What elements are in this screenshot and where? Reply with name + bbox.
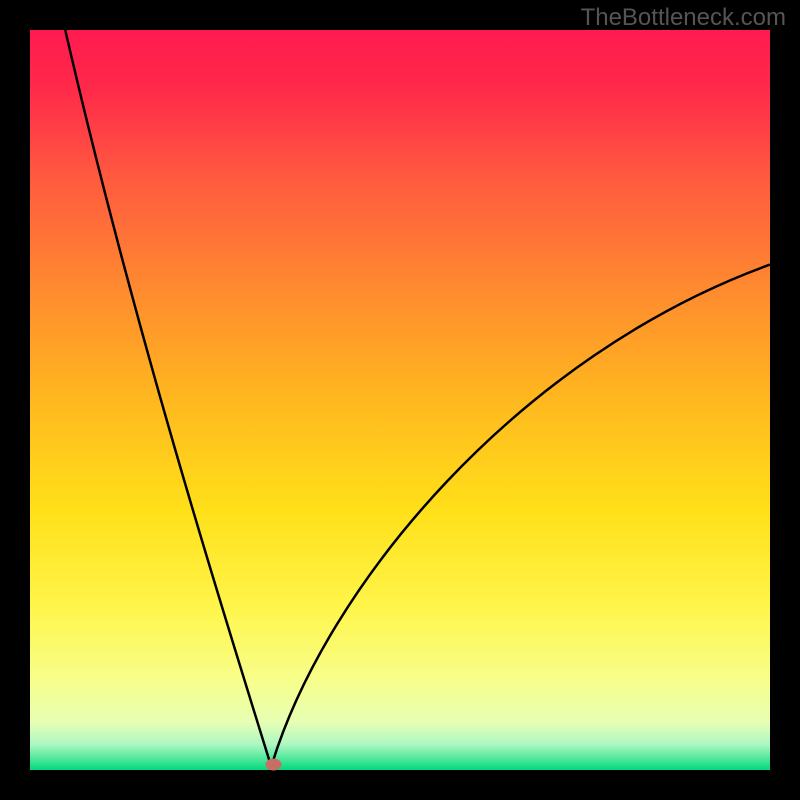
gradient-background [30, 30, 770, 770]
watermark-text: TheBottleneck.com [581, 4, 786, 32]
bottleneck-chart: TheBottleneck.com [0, 0, 800, 800]
